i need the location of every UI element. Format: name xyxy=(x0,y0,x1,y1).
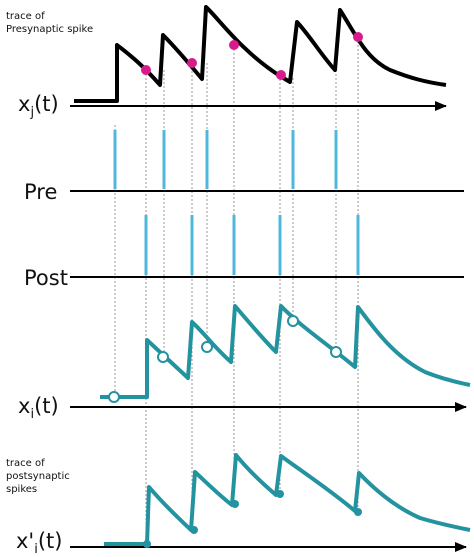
xpi-trace-curve xyxy=(104,453,471,546)
xpi-sample-point-2 xyxy=(190,526,198,534)
pre-axis-label: Pre xyxy=(24,180,58,204)
post-trace-caption: trace of postsynaptic spikes xyxy=(6,458,70,495)
xj-sample-point-3 xyxy=(229,40,239,50)
xpi-panel xyxy=(70,453,471,552)
xi-sample-point-2 xyxy=(157,351,169,363)
xj-sample-point-5 xyxy=(353,32,363,42)
xpi-sample-point-5 xyxy=(354,508,362,516)
xj-label-rest: (t) xyxy=(34,92,59,116)
xpi-sample-point-3 xyxy=(231,500,239,508)
pre-trace-caption: trace of Presynaptic spike xyxy=(6,11,94,35)
xi-panel xyxy=(70,304,471,412)
xi-sample-point-1 xyxy=(108,391,120,403)
xi-axis-label: xi(t) xyxy=(18,394,59,422)
xi-label-base: x xyxy=(18,394,31,418)
xpi-label-rest: (t) xyxy=(37,529,63,553)
xpi-axis-label: x'i(t) xyxy=(16,529,63,557)
post-axis-label: Post xyxy=(24,266,68,290)
xi-sample-point-3 xyxy=(201,341,213,353)
xj-axis-label: xj(t) xyxy=(18,92,59,120)
xi-sample-point-5 xyxy=(330,346,342,358)
xj-panel xyxy=(70,5,447,111)
xj-sample-point-4 xyxy=(276,70,286,80)
xpi-sample-point-4 xyxy=(276,490,284,498)
xi-trace-curve xyxy=(100,304,471,399)
xpi-label-sub: i xyxy=(34,542,38,557)
pre-panel xyxy=(70,130,464,192)
xj-label-base: x xyxy=(18,92,31,116)
xpi-sample-point-1 xyxy=(143,540,151,548)
post-panel xyxy=(70,215,464,278)
xi-label-rest: (t) xyxy=(34,394,59,418)
xpi-label-base: x' xyxy=(16,529,35,553)
xi-label-sub: i xyxy=(30,407,35,422)
xj-label-sub: j xyxy=(30,105,35,120)
xj-sample-point-1 xyxy=(141,65,151,75)
xj-sample-point-2 xyxy=(187,58,197,68)
xi-sample-point-4 xyxy=(287,315,299,327)
xj-trace-curve xyxy=(74,5,447,103)
